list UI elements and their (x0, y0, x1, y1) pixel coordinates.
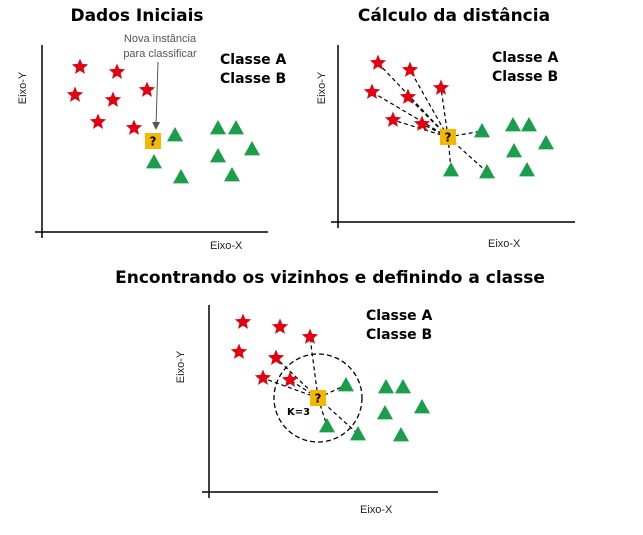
query-point-symbol: ? (445, 131, 452, 145)
class-a-star (234, 313, 252, 329)
class-a-star (413, 115, 431, 131)
panel-distance-calc: Cálculo da distância Eixo-X Eixo-Y Class… (316, 6, 575, 250)
class-a-star (301, 328, 319, 344)
panel1-legend-class-b: Classe B (220, 71, 286, 87)
class-b-triangle (395, 379, 411, 394)
distance-line (447, 136, 452, 171)
class-a-star (254, 369, 272, 385)
panel3-legend-class-a: Classe A (366, 308, 433, 324)
class-b-triangle (146, 154, 162, 169)
class-a-star (369, 54, 387, 70)
query-point (145, 133, 161, 149)
class-a-star (138, 81, 156, 97)
distance-line (440, 87, 449, 138)
panel2-x-axis-label: Eixo-X (488, 238, 521, 250)
class-a-star (71, 58, 89, 74)
class-b-triangle (521, 117, 537, 132)
class-b-triangle (173, 169, 189, 184)
panel1-annotation-arrow (152, 61, 161, 130)
class-a-star (401, 61, 419, 77)
class-b-triangle (506, 143, 522, 158)
panel3-title: Encontrando os vizinhos e definindo a cl… (115, 268, 545, 288)
query-point (440, 129, 456, 145)
distance-line (317, 384, 347, 399)
panel1-legend-class-a: Classe A (220, 52, 287, 68)
class-b-triangle (414, 399, 430, 414)
class-b-triangle (167, 127, 183, 142)
class-a-star (384, 111, 402, 127)
panel1-title: Dados Iniciais (70, 6, 203, 26)
class-b-triangle (474, 123, 490, 138)
class-b-triangle (210, 120, 226, 135)
panel-initial-data: Dados Iniciais Eixo-X Eixo-Y Classe A Cl… (17, 6, 287, 252)
panel1-annotation-line1: Nova instância (124, 33, 197, 45)
class-b-triangle (350, 426, 366, 441)
class-a-star (125, 119, 143, 135)
class-b-triangle (224, 167, 240, 182)
class-b-triangle (244, 141, 260, 156)
distance-line (289, 379, 319, 399)
class-b-triangle (228, 120, 244, 135)
distance-line (371, 91, 449, 138)
class-b-triangle (538, 135, 554, 150)
query-point-symbol: ? (150, 135, 157, 149)
panel-neighbors-class: Encontrando os vizinhos e definindo a cl… (115, 268, 545, 516)
panel2-title: Cálculo da distância (358, 6, 550, 26)
panel3-legend-class-b: Classe B (366, 327, 432, 343)
distance-line (421, 123, 449, 138)
class-a-star (230, 343, 248, 359)
class-a-star (271, 318, 289, 334)
class-b-triangle (377, 405, 393, 420)
query-point-symbol: ? (315, 392, 322, 406)
class-b-triangle (319, 418, 335, 433)
class-b-triangle (338, 377, 354, 392)
k-neighborhood-circle (273, 353, 363, 443)
distance-line (262, 377, 319, 399)
class-b-triangle (443, 162, 459, 177)
class-b-triangle (393, 427, 409, 442)
panel3-k-label: K=3 (287, 407, 310, 418)
class-a-star (432, 79, 450, 95)
panel3-x-axis-label: Eixo-X (360, 504, 393, 516)
distance-line (309, 336, 319, 399)
panel2-legend-class-a: Classe A (492, 50, 559, 66)
class-a-star (104, 91, 122, 107)
distance-line (409, 69, 449, 138)
class-b-triangle (210, 148, 226, 163)
panel1-annotation-line2: para classificar (123, 48, 197, 60)
class-b-triangle (479, 164, 495, 179)
query-point (310, 390, 326, 406)
class-a-star (363, 83, 381, 99)
panel1-x-axis-label: Eixo-X (210, 240, 243, 252)
class-b-triangle (505, 117, 521, 132)
class-a-star (267, 349, 285, 365)
class-a-star (399, 88, 417, 104)
distance-line (447, 130, 483, 138)
class-a-star (89, 113, 107, 129)
panel2-legend-class-b: Classe B (492, 69, 558, 85)
class-a-star (66, 86, 84, 102)
class-b-triangle (378, 379, 394, 394)
panel3-y-axis-label: Eixo-Y (175, 350, 187, 383)
class-b-triangle (519, 162, 535, 177)
panel2-y-axis-label: Eixo-Y (316, 71, 328, 104)
class-a-star (281, 371, 299, 387)
class-a-star (108, 63, 126, 79)
panel1-y-axis-label: Eixo-Y (17, 71, 29, 104)
